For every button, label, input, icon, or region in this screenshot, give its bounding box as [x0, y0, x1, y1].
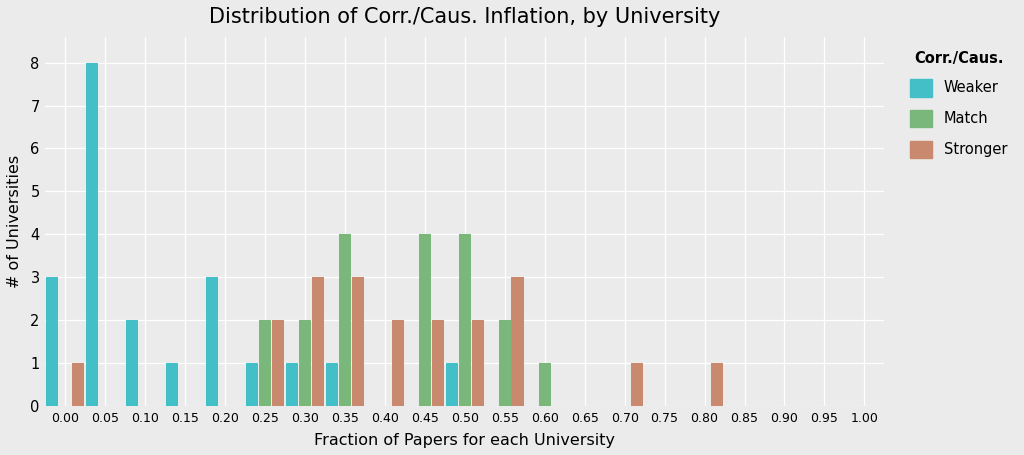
Title: Distribution of Corr./Caus. Inflation, by University: Distribution of Corr./Caus. Inflation, b… — [209, 7, 721, 27]
Y-axis label: # of Universities: # of Universities — [7, 155, 22, 288]
Bar — [326, 363, 338, 406]
Bar — [166, 363, 178, 406]
Bar — [246, 363, 258, 406]
Bar — [86, 63, 98, 406]
Bar — [471, 320, 483, 406]
X-axis label: Fraction of Papers for each University: Fraction of Papers for each University — [314, 433, 615, 448]
Bar — [419, 234, 431, 406]
Bar — [271, 320, 284, 406]
Bar — [259, 320, 271, 406]
Bar — [339, 234, 351, 406]
Bar — [351, 278, 364, 406]
Bar — [445, 363, 458, 406]
Bar — [46, 278, 58, 406]
Bar — [286, 363, 298, 406]
Bar — [511, 278, 523, 406]
Bar — [126, 320, 138, 406]
Bar — [431, 320, 443, 406]
Bar — [72, 363, 84, 406]
Bar — [459, 234, 471, 406]
Bar — [539, 363, 551, 406]
Bar — [499, 320, 511, 406]
Bar — [632, 363, 643, 406]
Bar — [206, 278, 218, 406]
Legend: Weaker, Match, Stronger: Weaker, Match, Stronger — [900, 40, 1018, 169]
Bar — [311, 278, 324, 406]
Bar — [712, 363, 723, 406]
Bar — [299, 320, 311, 406]
Bar — [391, 320, 403, 406]
